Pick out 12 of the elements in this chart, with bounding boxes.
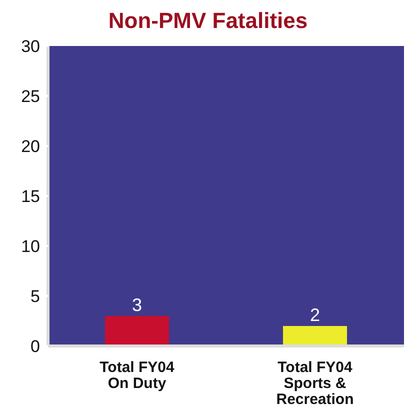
data-label: 3 xyxy=(132,295,142,315)
y-tick-label: 10 xyxy=(21,237,40,256)
y-tick-label: 30 xyxy=(21,37,40,56)
x-tick-label: Total FY04 On Duty xyxy=(100,359,176,392)
y-tick-label: 25 xyxy=(21,87,40,106)
y-tick-label: 0 xyxy=(30,337,40,356)
data-label: 2 xyxy=(310,305,320,325)
y-tick-label: 15 xyxy=(21,187,40,206)
chart-title: Non-PMV Fatalities xyxy=(107,8,309,35)
x-tick-label: Total FY04 Sports & Recreation xyxy=(276,359,354,408)
y-tick-label: 20 xyxy=(21,137,40,156)
y-tick-label: 5 xyxy=(30,287,40,306)
